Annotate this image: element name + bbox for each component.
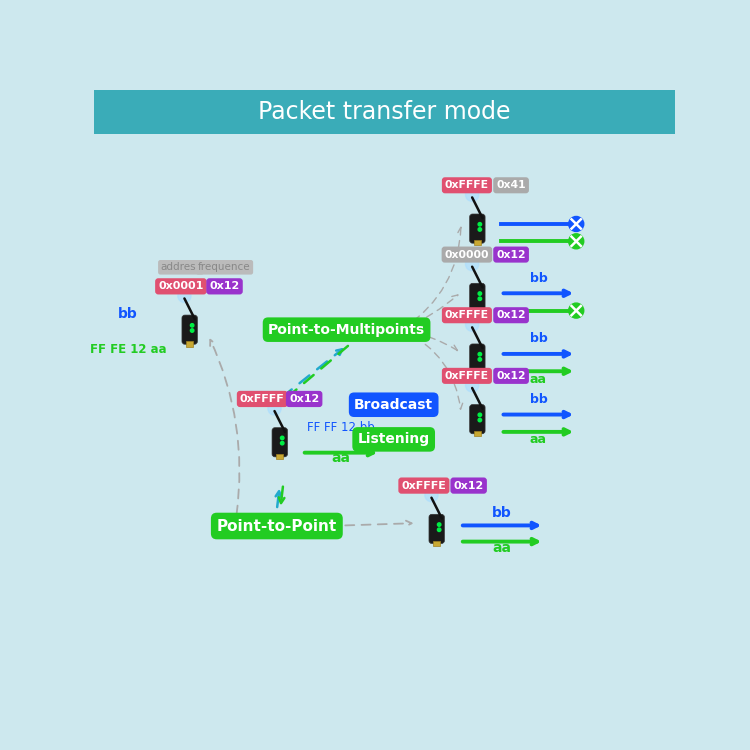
Text: FF FE 12 aa: FF FE 12 aa: [90, 343, 166, 355]
Circle shape: [568, 234, 584, 249]
FancyBboxPatch shape: [277, 454, 283, 459]
Text: 0x12: 0x12: [289, 394, 320, 404]
Text: aa: aa: [332, 452, 350, 466]
Text: Point-to-Point: Point-to-Point: [217, 518, 337, 533]
Text: Listening: Listening: [358, 433, 430, 446]
Text: 0x0001: 0x0001: [158, 281, 203, 291]
Circle shape: [478, 413, 482, 416]
Circle shape: [280, 436, 284, 439]
FancyBboxPatch shape: [272, 427, 287, 457]
Text: 0x41: 0x41: [496, 180, 526, 190]
Circle shape: [437, 523, 441, 526]
Circle shape: [280, 442, 284, 445]
Text: 0x12: 0x12: [454, 481, 484, 490]
FancyBboxPatch shape: [182, 315, 197, 344]
FancyBboxPatch shape: [433, 541, 440, 546]
Circle shape: [466, 318, 478, 332]
Text: bb: bb: [530, 393, 548, 406]
Text: bb: bb: [492, 506, 512, 520]
Circle shape: [466, 257, 478, 271]
FancyBboxPatch shape: [429, 514, 445, 544]
Circle shape: [568, 303, 584, 318]
Text: 0x12: 0x12: [496, 370, 526, 381]
FancyBboxPatch shape: [474, 430, 481, 436]
Text: Packet transfer mode: Packet transfer mode: [258, 100, 511, 124]
Text: address: address: [160, 262, 202, 272]
Circle shape: [424, 488, 438, 502]
Text: 0xFFFF: 0xFFFF: [240, 394, 285, 404]
Circle shape: [478, 358, 482, 362]
Circle shape: [478, 419, 482, 422]
Circle shape: [478, 297, 482, 301]
Text: FF FF 12 bb: FF FF 12 bb: [307, 421, 375, 434]
FancyBboxPatch shape: [186, 341, 193, 346]
Text: 0x12: 0x12: [496, 250, 526, 259]
Circle shape: [478, 292, 482, 296]
Text: Broadcast: Broadcast: [354, 398, 434, 412]
Text: Point-to-Multipoints: Point-to-Multipoints: [268, 322, 425, 337]
FancyBboxPatch shape: [474, 310, 481, 315]
FancyBboxPatch shape: [470, 284, 485, 313]
Text: bb: bb: [118, 307, 138, 321]
Text: 0x0000: 0x0000: [445, 250, 489, 259]
Circle shape: [478, 228, 482, 231]
Circle shape: [466, 188, 478, 202]
Circle shape: [568, 217, 584, 232]
Text: 0x12: 0x12: [209, 281, 240, 291]
Circle shape: [178, 290, 191, 302]
Circle shape: [190, 328, 194, 332]
Text: 0xFFFE: 0xFFFE: [401, 481, 446, 490]
Text: 0xFFFE: 0xFFFE: [445, 310, 489, 320]
FancyBboxPatch shape: [474, 370, 481, 376]
Circle shape: [478, 352, 482, 356]
FancyBboxPatch shape: [470, 214, 485, 243]
Text: 0xFFFE: 0xFFFE: [445, 370, 489, 381]
Circle shape: [437, 528, 441, 532]
Text: 0xFFFE: 0xFFFE: [445, 180, 489, 190]
Text: bb: bb: [530, 332, 548, 345]
FancyBboxPatch shape: [470, 344, 485, 373]
FancyBboxPatch shape: [94, 90, 675, 134]
FancyBboxPatch shape: [470, 404, 485, 433]
Circle shape: [190, 323, 194, 327]
Circle shape: [478, 223, 482, 226]
Text: aa: aa: [530, 373, 547, 386]
Circle shape: [268, 402, 281, 415]
Text: aa: aa: [530, 433, 547, 446]
Text: frequence: frequence: [198, 262, 250, 272]
FancyBboxPatch shape: [474, 240, 481, 245]
Circle shape: [466, 379, 478, 392]
Text: aa: aa: [492, 541, 512, 555]
Text: bb: bb: [530, 272, 548, 285]
Text: 0x12: 0x12: [496, 310, 526, 320]
